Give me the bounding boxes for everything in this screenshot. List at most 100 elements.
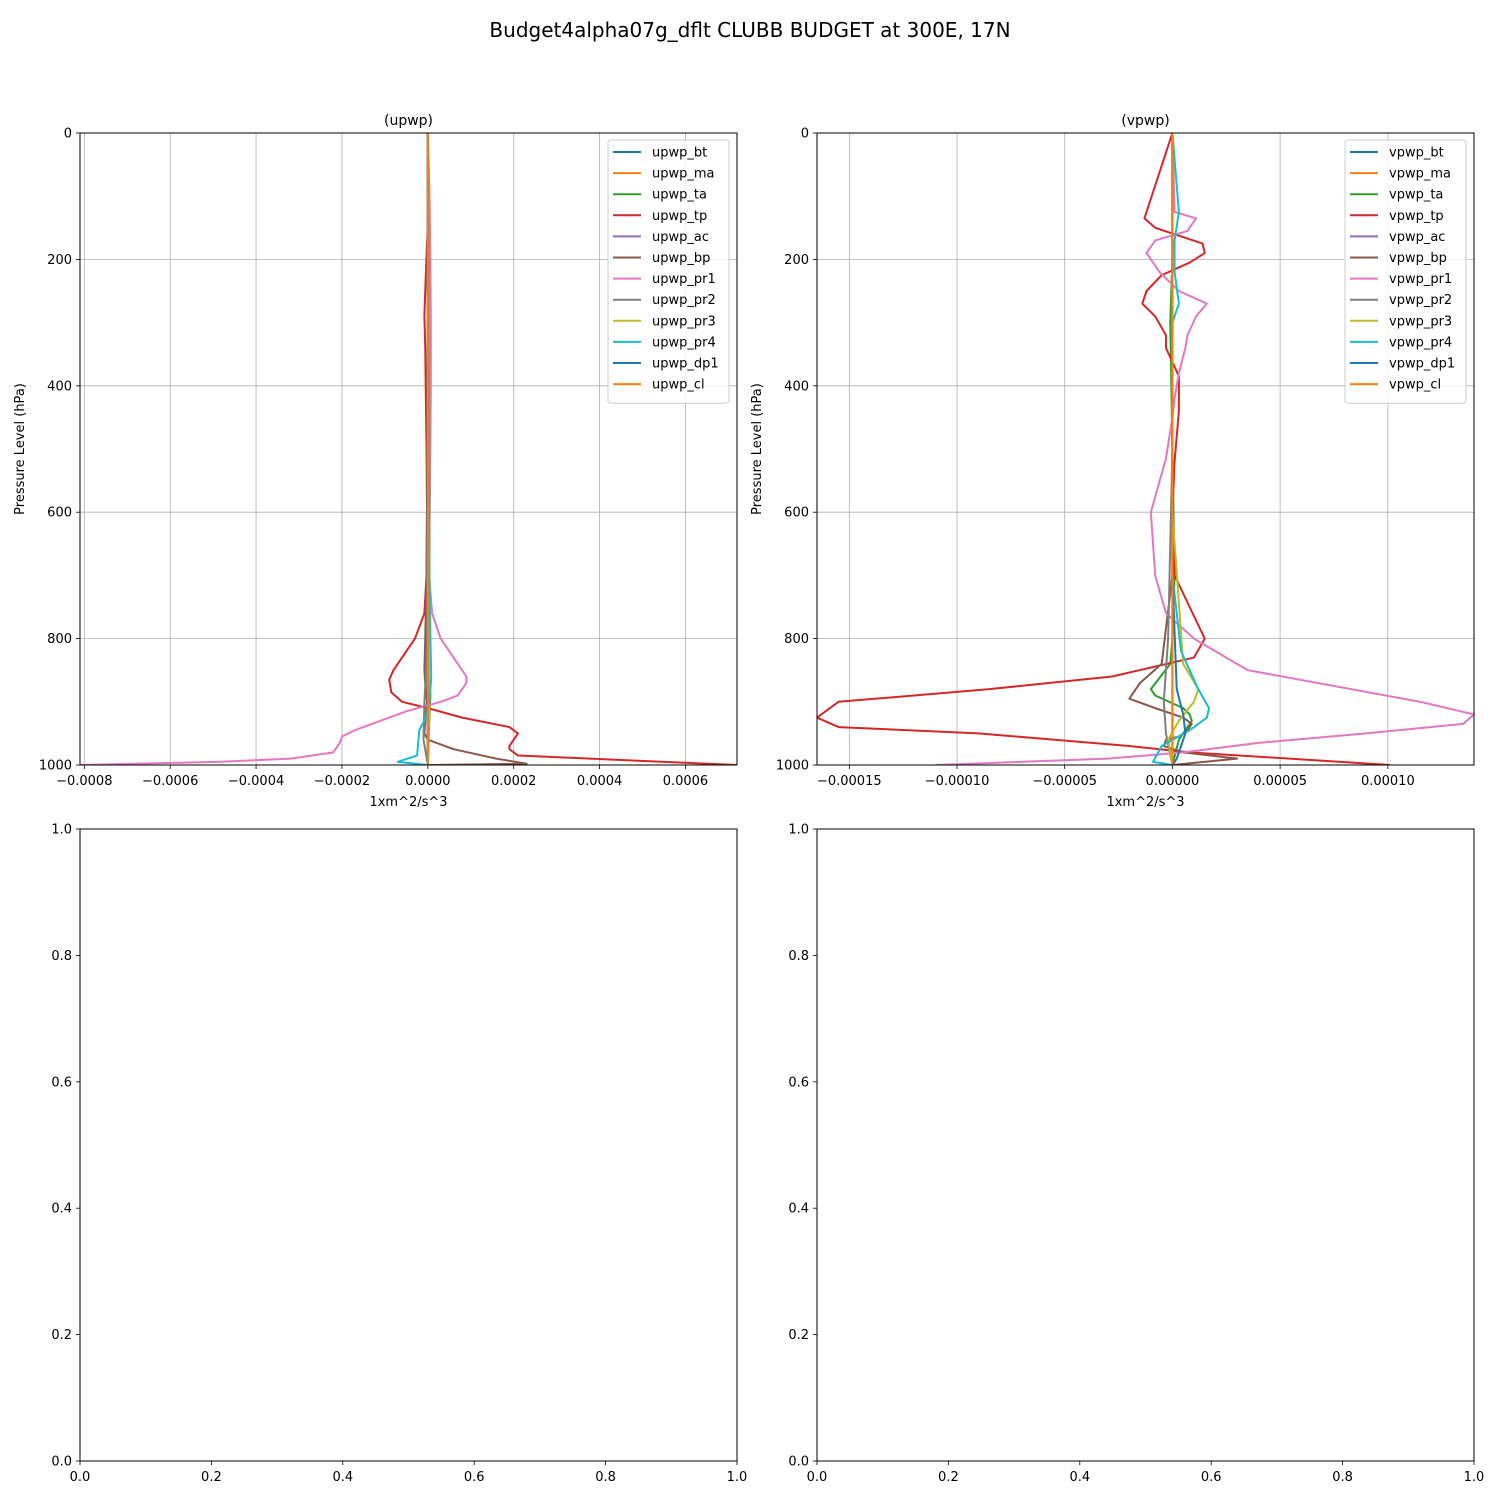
legend-label: upwp_bp (652, 251, 710, 266)
x-tick-label: 0.6 (464, 1470, 485, 1485)
y-tick-label: 0.0 (51, 1455, 72, 1470)
figure-suptitle: Budget4alpha07g_dflt CLUBB BUDGET at 300… (489, 18, 1010, 42)
y-tick-label: 1.0 (51, 823, 72, 838)
legend-label: vpwp_pr1 (1389, 272, 1452, 287)
axes-frame (79, 828, 738, 1462)
legend-label: vpwp_bp (1389, 251, 1447, 266)
legend-frame (607, 139, 730, 404)
y-tick-label: 600 (47, 506, 72, 521)
legend-frame (1344, 139, 1467, 404)
x-tick-label: −0.0006 (142, 774, 198, 789)
x-tick-label: 0.0002 (491, 774, 537, 789)
x-tick-label: −0.0002 (314, 774, 370, 789)
series-line-upwp_pr1 (80, 133, 468, 765)
series-line-vpwp_ta (1149, 133, 1193, 765)
y-tick-label: 0 (64, 127, 72, 142)
x-tick-label: 0.2 (938, 1470, 959, 1485)
legend-label: upwp_cl (652, 378, 705, 393)
y-tick-label: 0.0 (788, 1455, 809, 1470)
x-tick-label: 0.00005 (1253, 774, 1307, 789)
legend-label: upwp_pr2 (652, 293, 716, 308)
series-line-vpwp_pr4 (1152, 133, 1211, 765)
y-tick-label: 0.4 (51, 1202, 72, 1217)
axes-frame (816, 828, 1475, 1462)
y-tick-label: 0.2 (788, 1328, 809, 1343)
axes-frame (816, 132, 1475, 766)
x-tick-label: 0.0 (807, 1470, 828, 1485)
x-tick-label: 0.00000 (1146, 774, 1200, 789)
legend-label: upwp_ma (652, 167, 715, 182)
x-tick-label: 0.6 (1201, 1470, 1222, 1485)
legend-label: vpwp_ma (1389, 167, 1451, 182)
x-tick-label: 0.8 (595, 1470, 616, 1485)
x-tick-label: −0.0004 (228, 774, 284, 789)
legend: upwp_bt upwp_ma upwp_ta upwp_tp upwp_ac upwp_… (607, 139, 730, 404)
x-tick-label: 0.00010 (1361, 774, 1415, 789)
legend-label: upwp_tp (652, 209, 707, 224)
x-tick-label: −0.00015 (817, 774, 882, 789)
legend-label: upwp_pr4 (652, 335, 716, 350)
y-tick-label: 1000 (39, 759, 72, 774)
x-tick-label: 1.0 (727, 1470, 748, 1485)
legend-label: upwp_bt (652, 146, 707, 161)
y-tick-label: 0.2 (51, 1328, 72, 1343)
series-line-upwp_bp (423, 133, 528, 765)
x-tick-label: 1.0 (1464, 1470, 1485, 1485)
axes-title: (vpwp) (1121, 113, 1169, 129)
y-tick-label: 200 (784, 253, 809, 268)
axes-1: −0.0008 −0.0006 −0.0004 −0.0002 0.0000 0.0002… (13, 113, 738, 810)
y-axis-label: Pressure Level (hPa) (13, 383, 28, 515)
x-axis-label: 1xm^2/s^3 (369, 795, 447, 810)
x-axis-label: 1xm^2/s^3 (1106, 795, 1184, 810)
series-line-vpwp_bp (1128, 133, 1239, 765)
series-line-vpwp_dp1 (1171, 133, 1187, 765)
x-tick-label: 0.4 (1069, 1470, 1090, 1485)
legend-label: vpwp_pr2 (1389, 293, 1452, 308)
y-axis-label: Pressure Level (hPa) (750, 383, 765, 515)
x-tick-label: 0.0 (70, 1470, 91, 1485)
y-tick-label: 0.6 (51, 1075, 72, 1090)
y-tick-label: 0.8 (51, 949, 72, 964)
legend-label: vpwp_pr4 (1389, 335, 1452, 350)
x-tick-label: −0.00005 (1032, 774, 1097, 789)
y-tick-label: 0.4 (788, 1202, 809, 1217)
legend-label: upwp_dp1 (652, 357, 719, 372)
series-line-vpwp_tp (817, 133, 1391, 765)
y-tick-label: 400 (47, 379, 72, 394)
x-tick-label: 0.4 (332, 1470, 353, 1485)
x-tick-label: −0.0008 (56, 774, 112, 789)
y-tick-label: 1.0 (788, 823, 809, 838)
series-line-upwp_pr4 (396, 133, 433, 765)
y-tick-label: 400 (784, 379, 809, 394)
series-group (817, 133, 1474, 765)
axes-2: −0.00015 −0.00010 −0.00005 0.00000 0.00005 0.… (750, 113, 1475, 810)
x-tick-label: 0.0006 (663, 774, 709, 789)
legend-label: vpwp_ac (1389, 230, 1445, 245)
legend-label: vpwp_cl (1389, 378, 1441, 393)
x-tick-label: 0.8 (1332, 1470, 1353, 1485)
legend-label: vpwp_dp1 (1389, 357, 1455, 372)
axes-title: (upwp) (384, 113, 433, 129)
legend: vpwp_bt vpwp_ma vpwp_ta vpwp_tp vpwp_ac vpwp_… (1344, 139, 1467, 404)
legend-label: upwp_pr3 (652, 314, 716, 329)
legend-label: vpwp_pr3 (1389, 314, 1452, 329)
y-tick-label: 0.6 (788, 1075, 809, 1090)
y-tick-label: 1000 (776, 759, 809, 774)
y-tick-label: 0.8 (788, 949, 809, 964)
legend-label: vpwp_ta (1389, 188, 1443, 203)
series-line-vpwp_pr3 (1167, 133, 1200, 765)
y-tick-label: 0 (801, 127, 809, 142)
y-tick-label: 800 (47, 632, 72, 647)
axes-3: 0.0 0.2 0.4 0.6 0.8 1.0 0.0 0.2 0.4 0.6 0.8 1.0 (51, 823, 747, 1486)
x-tick-label: 0.0000 (405, 774, 451, 789)
axes-frame (79, 132, 738, 766)
legend-label: upwp_ta (652, 188, 707, 203)
x-tick-label: −0.00010 (925, 774, 990, 789)
legend-label: vpwp_tp (1389, 209, 1444, 224)
y-tick-label: 600 (784, 506, 809, 521)
series-group (80, 133, 737, 765)
y-tick-label: 200 (47, 253, 72, 268)
legend-label: vpwp_bt (1389, 146, 1444, 161)
legend-label: upwp_ac (652, 230, 709, 245)
